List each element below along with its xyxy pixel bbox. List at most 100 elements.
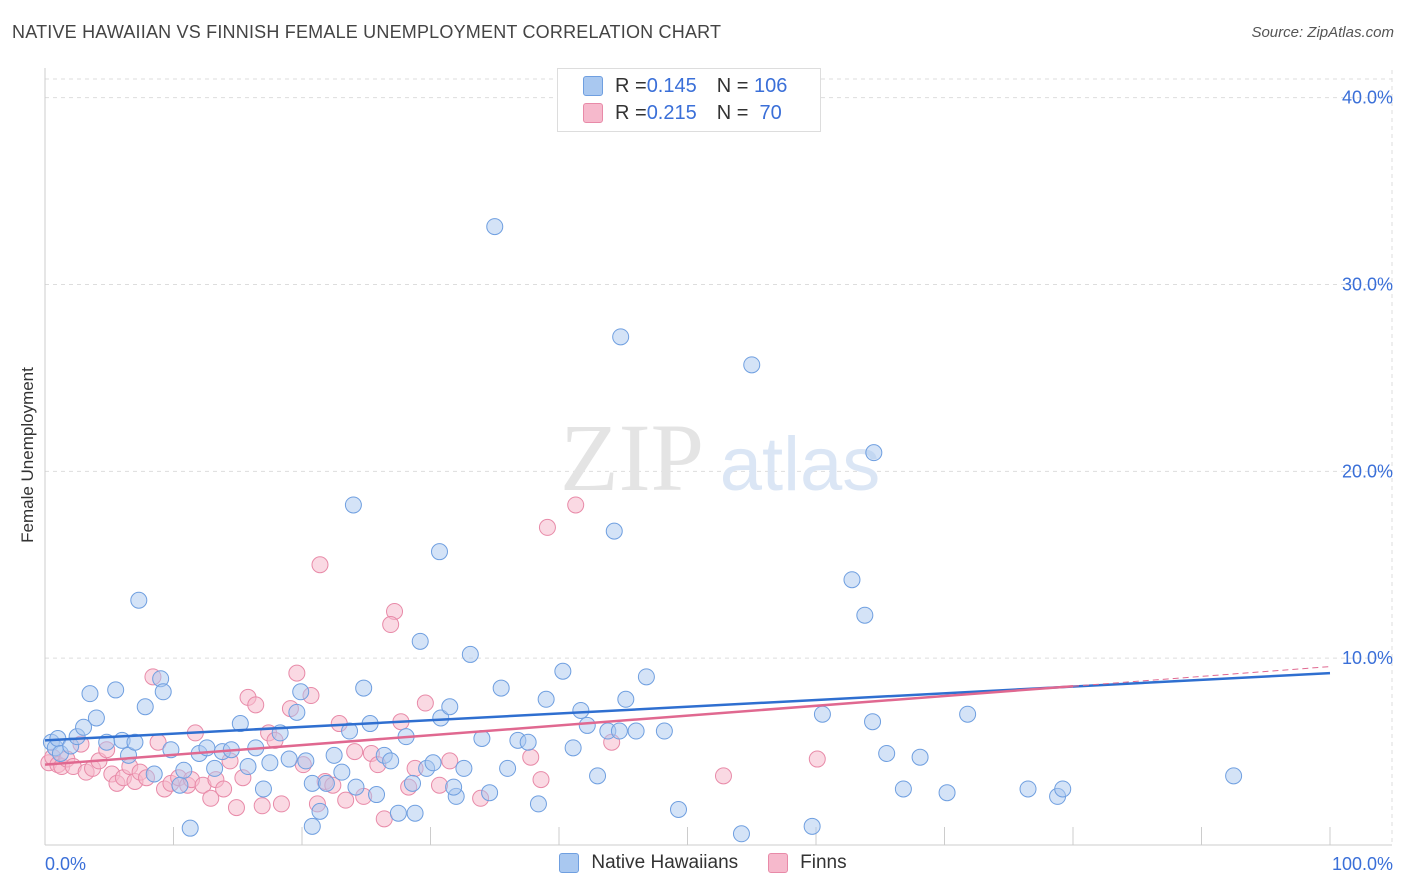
finns-point — [808, 750, 826, 768]
native-hawaiians-point — [589, 767, 607, 785]
native-hawaiians-point — [605, 522, 623, 540]
finns-point — [253, 797, 271, 815]
native-hawaiians-point — [368, 786, 386, 804]
native-hawaiians-point — [355, 679, 373, 697]
y-tick-label: 20.0% — [1342, 461, 1393, 481]
finns-point — [441, 752, 459, 770]
finns-point — [522, 748, 540, 766]
native-hawaiians-point — [843, 571, 861, 589]
native-hawaiians-point — [87, 709, 105, 727]
native-hawaiians-point — [239, 758, 257, 776]
native-hawaiians-point — [564, 739, 582, 757]
native-hawaiians-point — [610, 722, 628, 740]
native-hawaiians-point — [333, 763, 351, 781]
native-hawaiians-point — [311, 802, 329, 820]
native-hawaiians-point — [537, 690, 555, 708]
legend-n-label: N = — [716, 74, 754, 97]
x-tick-label: 100.0% — [1332, 854, 1393, 874]
native-hawaiians-point — [519, 733, 537, 751]
native-hawaiians-point — [175, 761, 193, 779]
finns-point — [382, 616, 400, 634]
native-hawaiians-point — [136, 698, 154, 716]
x-tick-label: 0.0% — [45, 854, 86, 874]
native-hawaiians-point — [938, 784, 956, 802]
legend-swatch-blue — [559, 853, 580, 873]
native-hawaiians-points — [42, 218, 1243, 843]
native-hawaiians-point — [341, 722, 359, 740]
finns-point — [346, 743, 364, 761]
finns-point — [215, 780, 233, 798]
native-hawaiians-point — [297, 752, 315, 770]
native-hawaiians-point — [325, 746, 343, 764]
native-hawaiians-point — [492, 679, 510, 697]
y-tick-label: 10.0% — [1342, 648, 1393, 668]
finns-point — [430, 776, 448, 794]
native-hawaiians-point — [1019, 780, 1037, 798]
native-hawaiians-point — [254, 780, 272, 798]
legend-row-native-hawaiians: R = 0.145 N = 106 — [583, 73, 787, 99]
finns-trend-line — [44, 684, 1074, 766]
native-hawaiians-point — [288, 703, 306, 721]
native-hawaiians-point — [441, 698, 459, 716]
native-hawaiians-point — [445, 778, 463, 796]
native-hawaiians-point — [803, 817, 821, 835]
native-hawaiians-point — [145, 765, 163, 783]
native-hawaiians-point — [878, 744, 896, 762]
finns-point — [375, 810, 393, 828]
native-hawaiians-point — [481, 784, 499, 802]
native-hawaiians-point — [743, 356, 761, 374]
native-hawaiians-point — [411, 632, 429, 650]
legend-r-label: R = — [615, 101, 647, 124]
native-hawaiians-point — [865, 444, 883, 462]
watermark-zip: ZIP — [560, 404, 704, 511]
native-hawaiians-point — [1054, 780, 1072, 798]
legend-label: Finns — [800, 852, 847, 873]
native-hawaiians-point — [732, 825, 750, 843]
native-hawaiians-point — [894, 780, 912, 798]
native-hawaiians-point — [578, 716, 596, 734]
y-tick-label: 30.0% — [1342, 275, 1393, 295]
native-hawaiians-point — [404, 774, 422, 792]
finns-trend-extension — [1072, 666, 1331, 687]
native-hawaiians-point — [856, 606, 874, 624]
native-hawaiians-point — [75, 718, 93, 736]
native-hawaiians-point — [126, 733, 144, 751]
native-hawaiians-point — [424, 754, 442, 772]
legend-item-finns: Finns — [768, 852, 847, 874]
native-hawaiians-point — [461, 645, 479, 663]
native-hawaiians-point — [81, 685, 99, 703]
native-hawaiians-point — [206, 759, 224, 777]
native-hawaiians-point — [486, 218, 504, 236]
y-axis-label: Female Unemployment — [18, 367, 37, 543]
native-hawaiians-point — [261, 754, 279, 772]
finns-point — [567, 496, 585, 514]
native-hawaiians-point — [637, 668, 655, 686]
legend-swatch-blue — [583, 76, 603, 96]
chart-title: NATIVE HAWAIIAN VS FINNISH FEMALE UNEMPL… — [12, 22, 722, 42]
native-hawaiians-point — [303, 774, 321, 792]
finns-point — [416, 694, 434, 712]
finns-point — [538, 518, 556, 536]
native-hawaiians-point — [655, 722, 673, 740]
legend-r-value: 0.215 — [646, 101, 697, 124]
y-tick-label: 40.0% — [1342, 88, 1393, 108]
native-hawaiians-point — [455, 759, 473, 777]
legend-n-value: 106 — [754, 74, 788, 97]
finns-point — [337, 791, 355, 809]
legend-item-native-hawaiians: Native Hawaiians — [559, 852, 738, 874]
source-label: Source: ZipAtlas.com — [1251, 24, 1394, 41]
native-hawaiians-point — [572, 701, 590, 719]
native-hawaiians-point — [499, 759, 517, 777]
stats-legend: R = 0.145 N = 106 R = 0.215 N = 70 — [557, 68, 821, 132]
series-legend: Native Hawaiians Finns — [0, 852, 1406, 874]
native-hawaiians-point — [154, 683, 172, 701]
native-hawaiians-point — [406, 804, 424, 822]
native-hawaiians-point — [231, 715, 249, 733]
native-hawaiians-point — [554, 662, 572, 680]
native-hawaiians-point — [612, 328, 630, 346]
native-hawaiians-point — [432, 709, 450, 727]
native-hawaiians-point — [317, 774, 335, 792]
legend-label: Native Hawaiians — [591, 852, 739, 873]
native-hawaiians-point — [347, 778, 365, 796]
